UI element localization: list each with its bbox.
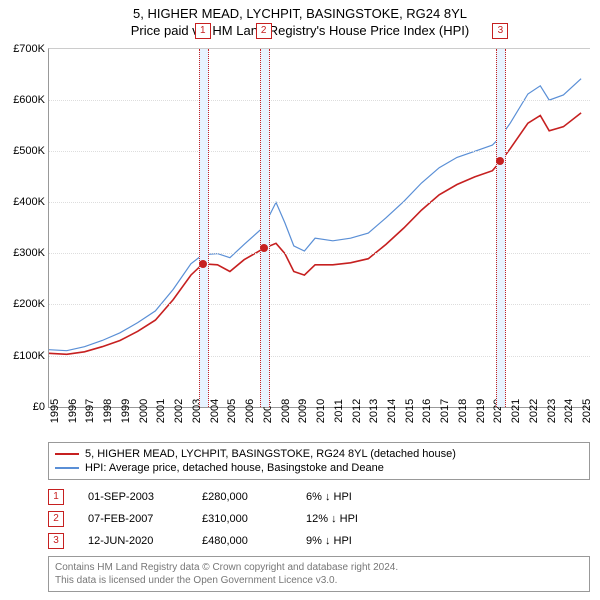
sale-dot: [496, 157, 504, 165]
sale-delta: 6% ↓ HPI: [306, 491, 396, 503]
xtick-label: 2015: [404, 399, 416, 423]
xtick-label: 2014: [386, 399, 398, 423]
ytick-label: £700K: [13, 43, 45, 55]
sales-row: 1 01-SEP-2003 £280,000 6% ↓ HPI: [48, 486, 590, 508]
xtick-label: 2023: [546, 399, 558, 423]
footer-line-2: This data is licensed under the Open Gov…: [55, 574, 583, 587]
sale-marker-band: [260, 49, 270, 407]
xtick-label: 2018: [457, 399, 469, 423]
xtick-label: 1996: [67, 399, 79, 423]
xtick-label: 2004: [209, 399, 221, 423]
xtick-label: 2024: [563, 399, 575, 423]
xtick-label: 2010: [315, 399, 327, 423]
xtick-label: 2017: [439, 399, 451, 423]
legend-label: HPI: Average price, detached house, Basi…: [85, 462, 384, 474]
ytick-label: £600K: [13, 94, 45, 106]
gridline-h: [49, 202, 590, 203]
sales-row: 3 12-JUN-2020 £480,000 9% ↓ HPI: [48, 530, 590, 552]
legend-swatch: [55, 453, 79, 455]
gridline-h: [49, 356, 590, 357]
legend-row: 5, HIGHER MEAD, LYCHPIT, BASINGSTOKE, RG…: [55, 447, 583, 461]
title-line-1: 5, HIGHER MEAD, LYCHPIT, BASINGSTOKE, RG…: [0, 6, 600, 23]
legend-row: HPI: Average price, detached house, Basi…: [55, 461, 583, 475]
sale-price: £310,000: [202, 513, 282, 525]
sale-marker-band: [199, 49, 209, 407]
xtick-label: 2000: [138, 399, 150, 423]
xtick-label: 2001: [155, 399, 167, 423]
gridline-h: [49, 151, 590, 152]
xtick-label: 2009: [297, 399, 309, 423]
footer-line-1: Contains HM Land Registry data © Crown c…: [55, 561, 583, 574]
ytick-label: £0: [33, 401, 45, 413]
sale-dot: [260, 244, 268, 252]
sales-table: 1 01-SEP-2003 £280,000 6% ↓ HPI 2 07-FEB-2007…: [48, 486, 590, 552]
sale-price: £280,000: [202, 491, 282, 503]
ytick-label: £100K: [13, 350, 45, 362]
chart-plot-area: £0£100K£200K£300K£400K£500K£600K£700K199…: [48, 48, 590, 408]
sale-index-box: 3: [48, 533, 64, 549]
gridline-h: [49, 304, 590, 305]
xtick-label: 2022: [528, 399, 540, 423]
sale-index-box: 1: [48, 489, 64, 505]
sale-date: 12-JUN-2020: [88, 535, 178, 547]
footer-box: Contains HM Land Registry data © Crown c…: [48, 556, 590, 592]
chart-container: 5, HIGHER MEAD, LYCHPIT, BASINGSTOKE, RG…: [0, 0, 600, 592]
gridline-h: [49, 100, 590, 101]
xtick-label: 2019: [475, 399, 487, 423]
ytick-label: £400K: [13, 196, 45, 208]
ytick-label: £200K: [13, 298, 45, 310]
xtick-label: 2005: [226, 399, 238, 423]
legend-box: 5, HIGHER MEAD, LYCHPIT, BASINGSTOKE, RG…: [48, 442, 590, 480]
sale-marker-index: 1: [195, 23, 211, 39]
sale-delta: 9% ↓ HPI: [306, 535, 396, 547]
sale-date: 07-FEB-2007: [88, 513, 178, 525]
sale-marker-index: 3: [492, 23, 508, 39]
gridline-h: [49, 253, 590, 254]
sale-marker-index: 2: [256, 23, 272, 39]
xtick-label: 2008: [280, 399, 292, 423]
sale-dot: [199, 260, 207, 268]
xtick-label: 1998: [102, 399, 114, 423]
title-block: 5, HIGHER MEAD, LYCHPIT, BASINGSTOKE, RG…: [0, 0, 600, 40]
legend-swatch: [55, 467, 79, 469]
chart-lines-svg: [49, 49, 590, 407]
xtick-label: 2002: [173, 399, 185, 423]
xtick-label: 2025: [581, 399, 593, 423]
xtick-label: 1997: [84, 399, 96, 423]
ytick-label: £300K: [13, 247, 45, 259]
xtick-label: 1999: [120, 399, 132, 423]
ytick-label: £500K: [13, 145, 45, 157]
sale-marker-band: [496, 49, 506, 407]
xtick-label: 2016: [421, 399, 433, 423]
xtick-label: 2012: [351, 399, 363, 423]
xtick-label: 2013: [368, 399, 380, 423]
sale-price: £480,000: [202, 535, 282, 547]
legend-label: 5, HIGHER MEAD, LYCHPIT, BASINGSTOKE, RG…: [85, 448, 456, 460]
title-line-2: Price paid vs. HM Land Registry's House …: [0, 23, 600, 40]
sale-date: 01-SEP-2003: [88, 491, 178, 503]
xtick-label: 1995: [49, 399, 61, 423]
sale-delta: 12% ↓ HPI: [306, 513, 396, 525]
xtick-label: 2011: [333, 399, 345, 423]
sale-index-box: 2: [48, 511, 64, 527]
sales-row: 2 07-FEB-2007 £310,000 12% ↓ HPI: [48, 508, 590, 530]
xtick-label: 2006: [244, 399, 256, 423]
xtick-label: 2021: [510, 399, 522, 423]
